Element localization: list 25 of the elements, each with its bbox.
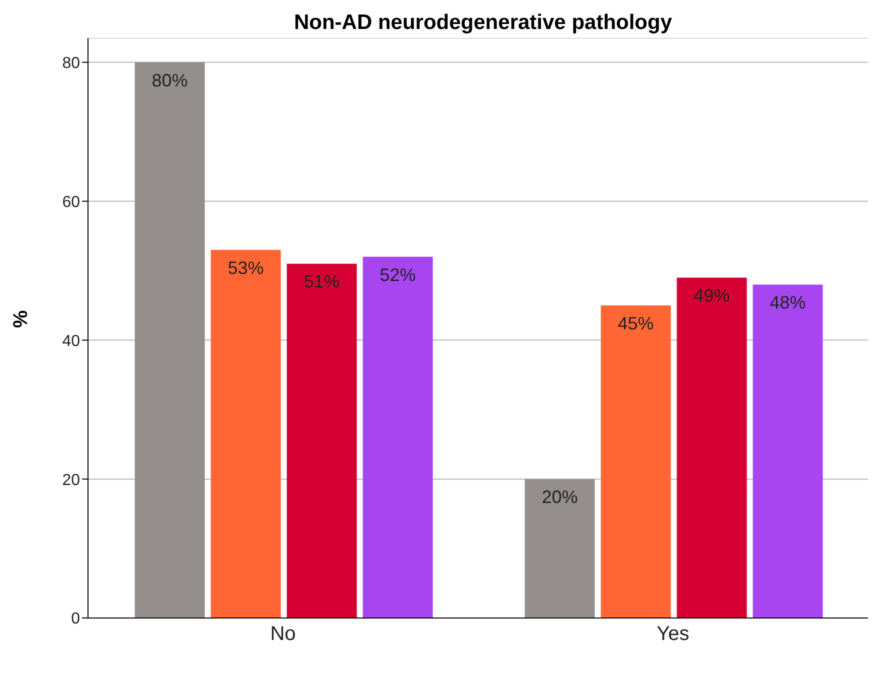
bar [676, 278, 747, 618]
chart-title: Non-AD neurodegenerative pathology [292, 10, 674, 36]
data-label: 45% [618, 313, 654, 334]
bar [752, 284, 823, 618]
bar [600, 305, 671, 618]
y-tick-label: 40 [62, 332, 80, 350]
data-label: 49% [694, 286, 730, 306]
bar [134, 62, 205, 618]
bar [524, 479, 595, 618]
bar [362, 256, 433, 618]
y-axis-title: % [10, 310, 32, 328]
data-label: 53% [228, 258, 264, 278]
y-tick-label: 0 [71, 610, 80, 628]
x-tick-label: Yes [656, 623, 690, 646]
data-label: 52% [380, 264, 416, 285]
y-tick-label: 80 [62, 54, 80, 72]
bar [210, 250, 281, 618]
data-label: 51% [304, 272, 340, 292]
data-label: 80% [152, 70, 188, 90]
y-tick-label: 60 [62, 194, 80, 211]
data-label: 48% [770, 292, 806, 313]
bar [286, 264, 357, 618]
x-tick-label: No [270, 623, 296, 646]
y-tick-label: 20 [62, 472, 80, 489]
data-label: 20% [542, 487, 578, 508]
